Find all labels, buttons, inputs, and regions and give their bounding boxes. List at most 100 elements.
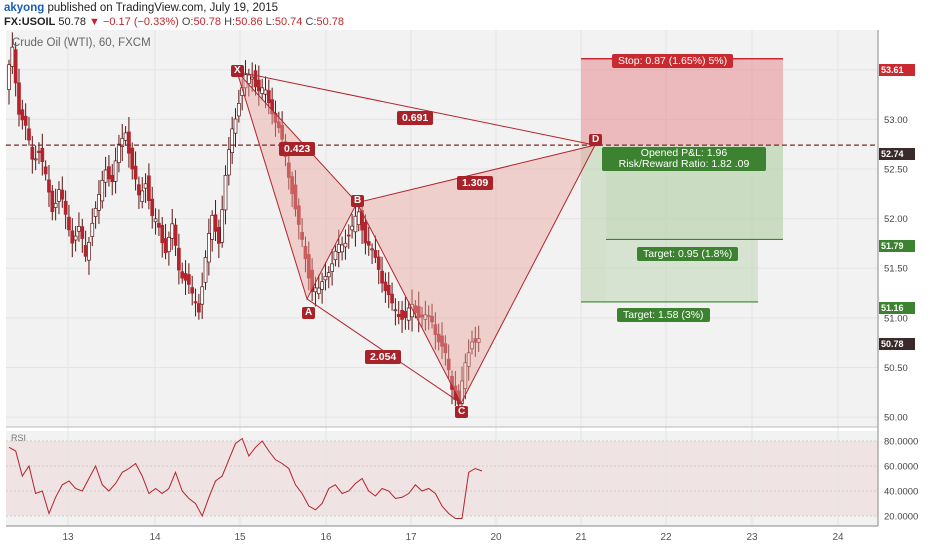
last-price: 50.78: [58, 16, 86, 28]
candle-body: [406, 307, 411, 321]
pattern-point-a[interactable]: A: [302, 307, 316, 319]
low-label: L:: [265, 16, 275, 28]
candle-body: [180, 271, 185, 279]
y-tick-label: 52.00: [884, 214, 908, 225]
candle-body: [460, 380, 464, 404]
down-triangle-icon: ▼: [89, 16, 100, 28]
candle-body: [443, 343, 448, 354]
y-tick-label: 50.50: [884, 363, 908, 374]
rsi-title: RSI: [11, 433, 27, 443]
pnl-box[interactable]: Opened P&L: 1.96 Risk/Reward Ratio: 1.82…: [602, 147, 766, 171]
candle-body: [143, 183, 148, 189]
open-value: 50.78: [193, 16, 222, 28]
candle-body: [47, 179, 51, 193]
candle-body: [127, 131, 131, 154]
candle-body: [306, 254, 311, 279]
candle-body: [296, 205, 301, 225]
y-tick-label: 51.50: [884, 264, 908, 275]
symbol-quote-line: FX:USOIL 50.78 ▼ −0.17 (−0.33%) O:50.78 …: [4, 16, 344, 28]
target2-label[interactable]: Target: 1.58 (3%): [617, 308, 710, 322]
candle-body: [476, 338, 481, 343]
candle-body: [223, 175, 228, 211]
candle-body: [373, 249, 378, 258]
candle-body: [370, 248, 374, 251]
candle-body: [50, 190, 55, 213]
candle-body: [107, 166, 111, 180]
candle-body: [33, 158, 38, 161]
candle-body: [310, 269, 314, 292]
stop-label[interactable]: Stop: 0.87 (1.65%) 5%): [612, 54, 734, 68]
high-value: 50.86: [235, 16, 263, 28]
pattern-point-x[interactable]: X: [231, 65, 244, 77]
pattern-point-d[interactable]: D: [589, 134, 603, 146]
candle-body: [20, 109, 25, 121]
candle-body: [220, 209, 225, 243]
candle-body: [300, 231, 304, 240]
candle-body: [150, 198, 155, 217]
candle-body: [27, 128, 31, 141]
candle-body: [77, 226, 81, 232]
candle-body: [40, 147, 45, 162]
price-tag-target2: 51.16: [879, 302, 915, 314]
candle-body: [293, 184, 298, 210]
open-label: O:: [181, 16, 194, 28]
candle-body: [73, 235, 78, 241]
target2-zone-left: [581, 145, 606, 302]
candle-body: [323, 276, 328, 281]
rsi-line: [8, 437, 483, 519]
pattern-bcd-triangle: [356, 144, 596, 405]
candle-body: [286, 162, 291, 178]
candle-body: [440, 335, 444, 347]
candle-body: [17, 82, 21, 115]
price-change: −0.17 (−0.33%): [102, 16, 179, 28]
candle-body: [400, 309, 404, 320]
pattern-xab-triangle: [236, 71, 358, 301]
target1-label[interactable]: Target: 0.95 (1.8%): [637, 247, 739, 261]
candle-body: [153, 218, 158, 223]
candle-body: [190, 287, 195, 294]
candle-body: [140, 190, 145, 203]
x-tick-label: 17: [405, 532, 417, 543]
candle-body: [160, 224, 165, 244]
candle-body: [163, 238, 168, 254]
author-link[interactable]: akyong: [4, 2, 45, 14]
candle-body: [187, 274, 191, 285]
candle-body: [67, 216, 71, 231]
pattern-point-b[interactable]: B: [351, 195, 365, 207]
candle-body: [433, 324, 438, 336]
candle-body: [256, 79, 261, 92]
candle-body: [193, 301, 198, 304]
x-tick-label: 14: [149, 532, 161, 543]
candle-body: [173, 224, 178, 246]
candle-body: [376, 256, 381, 270]
x-tick-label: 13: [62, 532, 74, 543]
ratio-xd: 0.691: [397, 111, 434, 125]
y-tick-label: 51.00: [884, 313, 908, 324]
risk-reward-text: Risk/Reward Ratio: 1.82 .09: [618, 158, 750, 170]
candle-body: [80, 226, 85, 239]
candle-body: [383, 281, 388, 292]
candle-body: [403, 311, 408, 318]
candle-body: [386, 284, 391, 296]
price-tag-stop: 53.61: [879, 64, 915, 76]
candle-body: [270, 99, 274, 115]
candle-body: [233, 118, 238, 134]
rsi-tick-label: 20.0000: [884, 512, 918, 523]
candle-body: [177, 247, 181, 271]
candle-body: [7, 64, 11, 90]
candle-body: [117, 143, 121, 164]
candle-body: [110, 175, 115, 183]
candle-body: [260, 87, 265, 94]
candle-body: [23, 115, 28, 126]
candle-body: [363, 221, 368, 244]
y-tick-label: 53.00: [884, 115, 908, 126]
candle-body: [430, 315, 434, 323]
close-label: C:: [305, 16, 317, 28]
candle-body: [37, 150, 41, 153]
ratio-xb: 0.423: [279, 142, 316, 156]
pattern-point-c[interactable]: C: [455, 406, 469, 418]
x-tick-label: 23: [746, 532, 758, 543]
y-tick-label: 50.00: [884, 413, 908, 424]
